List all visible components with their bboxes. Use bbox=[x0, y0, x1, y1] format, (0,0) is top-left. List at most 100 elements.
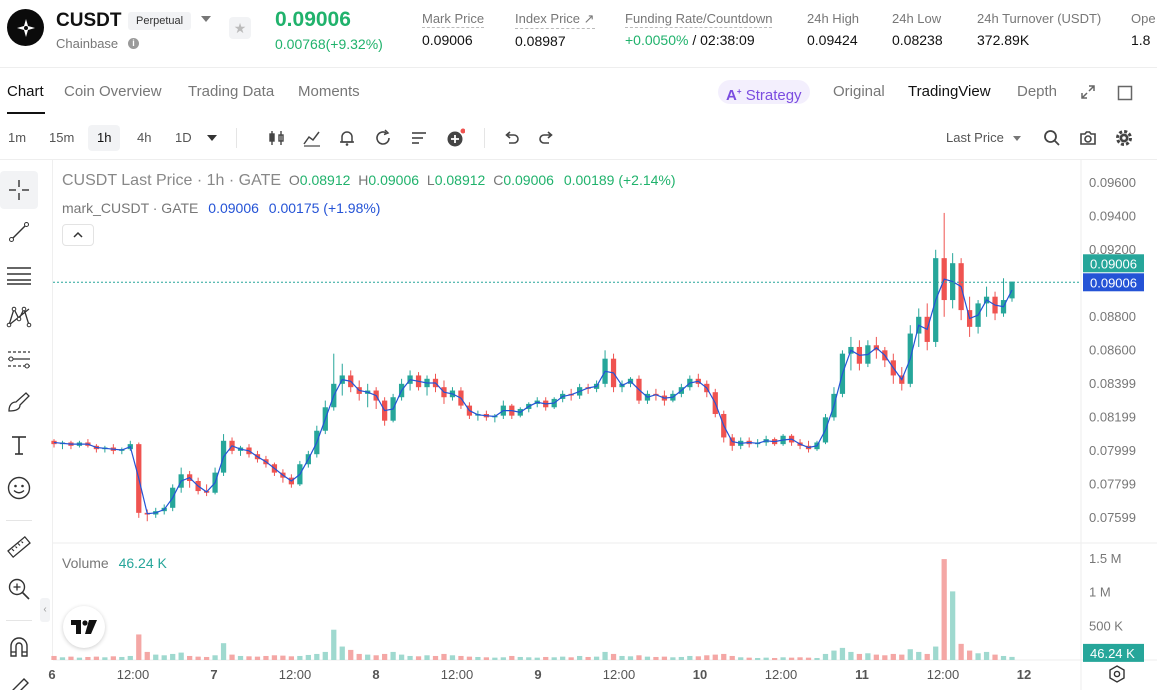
stat-label[interactable]: Funding Rate/Countdown bbox=[625, 11, 773, 28]
price-tick-label: 0.09600 bbox=[1089, 175, 1136, 190]
brush-tool[interactable] bbox=[0, 383, 38, 421]
search-icon[interactable] bbox=[1042, 128, 1062, 148]
tab-depth[interactable]: Depth bbox=[1017, 83, 1058, 100]
time-tick-label: 12:00 bbox=[603, 667, 636, 682]
volume-bar bbox=[305, 654, 311, 660]
timeframe-1h[interactable]: 1h bbox=[88, 125, 121, 151]
alert-icon[interactable] bbox=[337, 128, 357, 148]
brush-icon bbox=[8, 392, 30, 412]
volume-bar bbox=[365, 654, 371, 660]
stat-label[interactable]: Mark Price bbox=[422, 11, 485, 28]
indicators-icon[interactable] bbox=[302, 128, 322, 148]
text-tool[interactable] bbox=[0, 426, 38, 464]
timeframe-4h[interactable]: 4h bbox=[137, 130, 152, 145]
volume-tick-label: 500 K bbox=[1089, 618, 1123, 633]
strategy-button[interactable]: A+ Strategy bbox=[718, 80, 810, 104]
trendline-tool[interactable] bbox=[0, 213, 38, 251]
mark-series-legend[interactable]: mark_CUSDT · GATE 0.09006 0.00175 (+1.98… bbox=[62, 200, 380, 216]
tab-tradingview[interactable]: TradingView bbox=[908, 83, 991, 100]
toolbar-collapse-handle[interactable]: ‹ bbox=[40, 598, 50, 622]
tradingview-logo[interactable] bbox=[63, 606, 105, 648]
gear-icon[interactable] bbox=[1114, 128, 1134, 148]
toolbar-divider bbox=[236, 128, 237, 148]
timeframe-15m[interactable]: 15m bbox=[49, 130, 75, 145]
open-value: 0.08912 bbox=[299, 172, 351, 188]
volume-legend[interactable]: Volume 46.24 K bbox=[62, 555, 167, 571]
templates-icon[interactable] bbox=[409, 128, 429, 148]
tools-divider bbox=[6, 520, 32, 521]
time-tick-label: 11 bbox=[855, 667, 869, 682]
tab-moments[interactable]: Moments bbox=[298, 83, 360, 100]
volume-bar bbox=[449, 655, 456, 660]
prediction-tool[interactable] bbox=[0, 340, 38, 378]
symbol-dropdown-caret-icon[interactable] bbox=[201, 16, 211, 22]
timeframe-1d[interactable]: 1D bbox=[175, 130, 192, 145]
zoom-tool[interactable] bbox=[0, 570, 38, 608]
volume-label: Volume bbox=[62, 555, 109, 571]
volume-bar bbox=[153, 654, 159, 660]
stat-value: 0.09006 bbox=[422, 32, 473, 48]
volume-bar bbox=[619, 655, 625, 660]
funding-rate-value: +0.0050% bbox=[625, 32, 689, 48]
replay-icon[interactable] bbox=[373, 128, 393, 148]
time-tick-label: 8 bbox=[372, 667, 379, 682]
ticker-header: CUSDT Perpetual Chainbase i ★ 0.09006 0.… bbox=[0, 0, 1157, 68]
favorite-star-icon[interactable]: ★ bbox=[229, 17, 251, 39]
active-tab-indicator bbox=[7, 112, 45, 114]
volume-bar bbox=[865, 653, 871, 660]
change-value: 0.00189 (+2.14%) bbox=[563, 172, 676, 188]
volume-bar bbox=[941, 559, 947, 660]
pattern-tool[interactable] bbox=[0, 298, 38, 336]
price-tick-label: 0.07799 bbox=[1089, 477, 1136, 492]
tab-chart[interactable]: Chart bbox=[7, 83, 44, 100]
volume-bar bbox=[339, 646, 345, 660]
volume-bar bbox=[348, 649, 354, 660]
undo-icon[interactable] bbox=[501, 128, 521, 148]
volume-bar bbox=[500, 657, 506, 660]
legend-collapse-button[interactable] bbox=[62, 224, 94, 246]
volume-bar bbox=[992, 654, 998, 660]
emoji-tool[interactable] bbox=[0, 469, 38, 507]
volume-bar bbox=[203, 656, 210, 660]
add-indicator-icon[interactable] bbox=[445, 128, 465, 148]
volume-bar bbox=[280, 655, 286, 660]
symbol-name[interactable]: CUSDT bbox=[56, 10, 122, 31]
volume-bar bbox=[407, 655, 413, 660]
window-icon[interactable] bbox=[1117, 85, 1133, 101]
fullscreen-icon[interactable] bbox=[1080, 84, 1096, 100]
redo-icon[interactable] bbox=[537, 128, 557, 148]
tab-original[interactable]: Original bbox=[833, 83, 885, 100]
tab-coin-overview[interactable]: Coin Overview bbox=[64, 83, 162, 100]
timeframe-dropdown-caret-icon[interactable] bbox=[207, 135, 217, 141]
mark-price-line bbox=[53, 278, 1013, 515]
magnet-tool[interactable] bbox=[0, 628, 38, 666]
timeframe-1m[interactable]: 1m bbox=[8, 130, 27, 145]
camera-icon[interactable] bbox=[1078, 128, 1098, 148]
candle-body bbox=[1009, 281, 1015, 299]
time-tick-label: 12:00 bbox=[279, 667, 312, 682]
price-source-select[interactable]: Last Price bbox=[946, 130, 1022, 145]
price-tick-label: 0.07599 bbox=[1089, 510, 1136, 525]
volume-bar bbox=[738, 657, 744, 660]
fib-tool[interactable] bbox=[0, 256, 38, 294]
mark-price-tag bbox=[1083, 273, 1144, 292]
volume-bar bbox=[602, 651, 608, 660]
stat-label[interactable]: Index Price ↗ bbox=[515, 11, 595, 29]
volume-bar bbox=[271, 655, 278, 660]
tab-trading-data[interactable]: Trading Data bbox=[188, 83, 275, 100]
tradingview-logo-icon bbox=[71, 620, 97, 634]
crosshair-tool[interactable] bbox=[0, 171, 38, 209]
price-chart[interactable]: 0.09600 0.09400 0.09200 0.08800 0.08600 0.083… bbox=[0, 160, 1157, 690]
pencil-lock-tool[interactable] bbox=[0, 668, 38, 690]
volume-bar bbox=[805, 657, 812, 660]
volume-bar bbox=[644, 656, 651, 660]
volume-bar bbox=[59, 657, 66, 660]
tools-divider bbox=[6, 620, 32, 621]
info-icon[interactable]: i bbox=[128, 38, 139, 49]
stat-funding-rate: Funding Rate/Countdown +0.0050% / 02:38:… bbox=[625, 10, 773, 48]
ruler-tool[interactable] bbox=[0, 528, 38, 566]
volume-bar bbox=[424, 655, 430, 660]
volume-bar bbox=[653, 656, 659, 660]
main-series-legend[interactable]: CUSDT Last Price · 1h · GATE O0.08912 H0… bbox=[62, 172, 676, 190]
candle-type-icon[interactable] bbox=[267, 128, 287, 148]
